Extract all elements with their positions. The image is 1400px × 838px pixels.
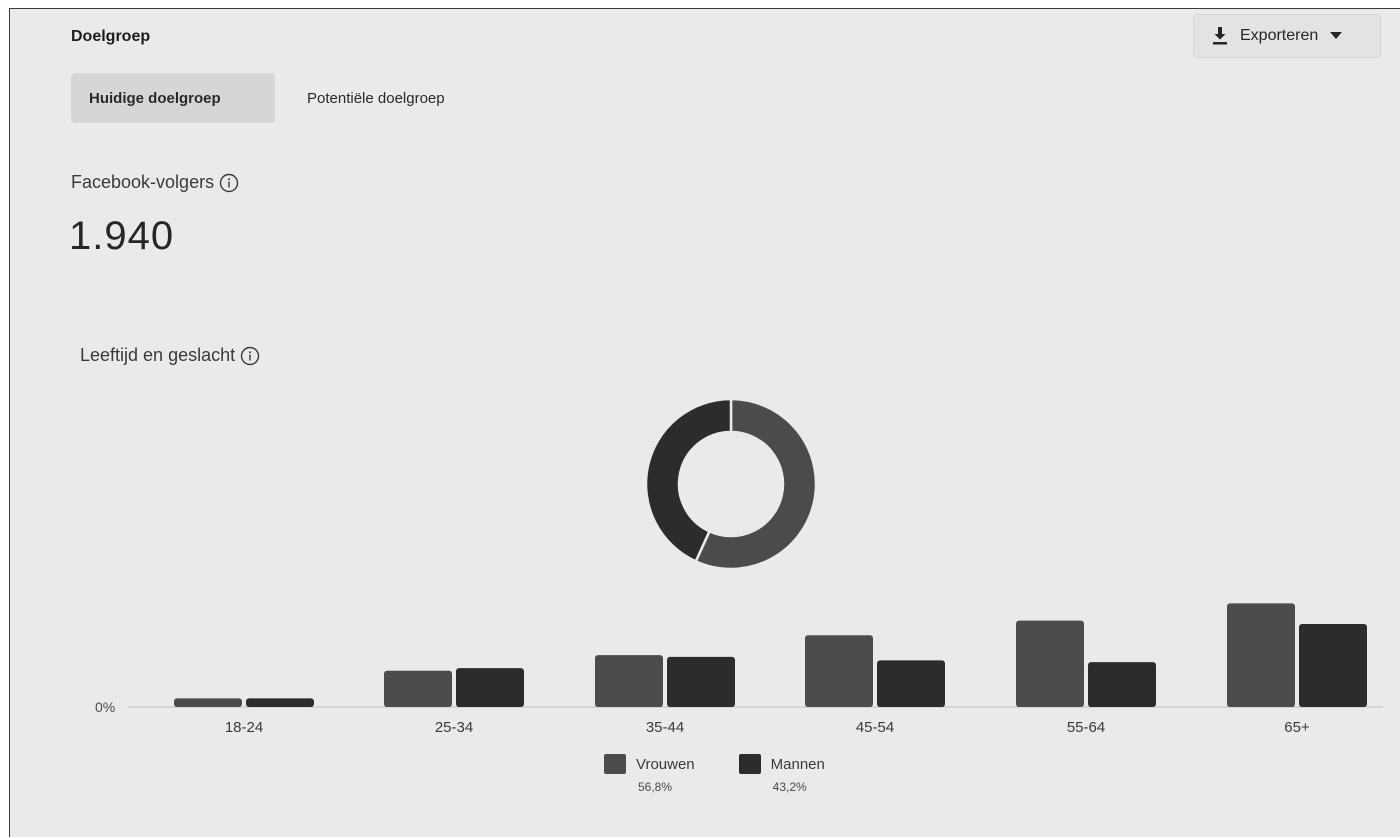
info-icon[interactable] <box>240 346 260 366</box>
export-button-label: Exporteren <box>1240 27 1319 44</box>
legend-item-men: Mannen 43,2% <box>738 754 825 794</box>
x-tick-label: 55-64 <box>1067 719 1105 736</box>
bar-vrouwen-55-64[interactable] <box>1016 620 1084 707</box>
tab-current-audience[interactable]: Huidige doelgroep <box>71 73 275 123</box>
donut-slice-mannen[interactable] <box>644 397 733 564</box>
bar-mannen-55-64[interactable] <box>1088 662 1156 707</box>
bar-mannen-35-44[interactable] <box>667 656 735 707</box>
followers-label: Facebook-volgers <box>71 172 239 193</box>
caret-down-icon <box>1330 32 1343 40</box>
audience-panel: Doelgroep Exporteren Huidige doelgroep P… <box>9 8 1400 837</box>
legend-swatch-women <box>604 754 626 774</box>
followers-count: 1.940 <box>69 214 175 258</box>
section-title: Doelgroep <box>71 28 151 45</box>
x-tick-label: 45-54 <box>856 719 894 736</box>
bar-vrouwen-65+[interactable] <box>1227 603 1295 707</box>
bar-vrouwen-18-24[interactable] <box>174 698 242 707</box>
legend-swatch-men <box>738 754 761 774</box>
chart-title-text: Leeftijd en geslacht <box>80 345 236 365</box>
download-icon <box>1212 27 1228 45</box>
export-button[interactable]: Exporteren <box>1193 14 1381 58</box>
audience-tabs: Huidige doelgroep Potentiële doelgroep <box>71 73 463 123</box>
bar-mannen-65+[interactable] <box>1299 624 1367 707</box>
bar-mannen-25-34[interactable] <box>456 668 524 707</box>
info-icon[interactable] <box>219 173 239 193</box>
x-tick-label: 18-24 <box>225 719 263 736</box>
bar-vrouwen-35-44[interactable] <box>595 655 663 707</box>
gender-donut-chart <box>644 397 818 571</box>
legend-pct-men: 43,2% <box>772 780 807 794</box>
y-tick-label: 0% <box>95 699 115 715</box>
bar-vrouwen-25-34[interactable] <box>384 670 452 707</box>
x-tick-label: 25-34 <box>435 719 473 736</box>
x-tick-label: 65+ <box>1284 719 1310 736</box>
donut-slice-vrouwen[interactable] <box>694 397 818 571</box>
legend-pct-women: 56,8% <box>638 780 673 794</box>
legend-item-women: Vrouwen 56,8% <box>604 754 695 794</box>
bar-vrouwen-45-54[interactable] <box>805 635 873 707</box>
bar-mannen-45-54[interactable] <box>877 660 945 707</box>
chart-title: Leeftijd en geslacht <box>80 345 260 366</box>
legend-label-women: Vrouwen <box>636 755 695 773</box>
chart-legend: Vrouwen 56,8% Mannen 43,2% <box>604 754 825 794</box>
bar-mannen-18-24[interactable] <box>246 698 314 707</box>
legend-label-men: Mannen <box>770 755 825 773</box>
tab-potential-audience[interactable]: Potentiële doelgroep <box>307 89 445 107</box>
followers-label-text: Facebook-volgers <box>71 172 215 192</box>
x-tick-label: 35-44 <box>646 719 684 736</box>
